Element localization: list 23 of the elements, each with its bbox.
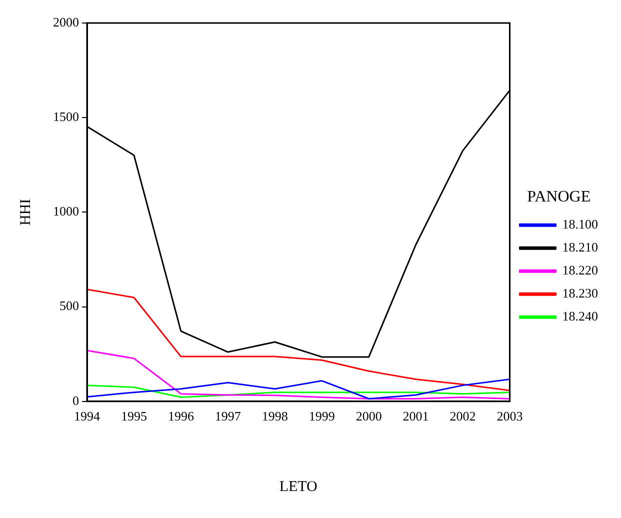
- x-tick-label: 1995: [120, 408, 147, 424]
- x-tick-label: 1996: [168, 408, 194, 424]
- x-tick-label: 1994: [74, 408, 100, 424]
- y-tick-label: 0: [72, 392, 79, 408]
- x-tick-label: 2003: [496, 408, 523, 424]
- y-tick-label: 1000: [53, 204, 79, 219]
- x-tick-label: 1999: [308, 408, 335, 424]
- y-tick-label: 500: [60, 298, 79, 314]
- x-axis-title: LETO: [279, 478, 318, 495]
- y-tick-label: 1500: [53, 109, 79, 124]
- legend-label: 18.240: [562, 308, 598, 324]
- legend-label: 18.210: [562, 240, 598, 255]
- x-tick-label: 1997: [214, 408, 242, 424]
- legend-label: 18.220: [562, 262, 598, 278]
- legend-label: 18.230: [562, 286, 598, 301]
- x-tick-label: 1998: [262, 408, 288, 424]
- x-tick-label: 2000: [356, 408, 382, 424]
- y-axis-title: HHI: [18, 198, 34, 226]
- x-tick-label: 2001: [402, 408, 429, 424]
- y-tick-label: 2000: [53, 14, 79, 30]
- legend-title: PANOGE: [527, 188, 591, 206]
- x-tick-label: 2002: [450, 408, 476, 424]
- legend-label: 18.100: [562, 216, 598, 232]
